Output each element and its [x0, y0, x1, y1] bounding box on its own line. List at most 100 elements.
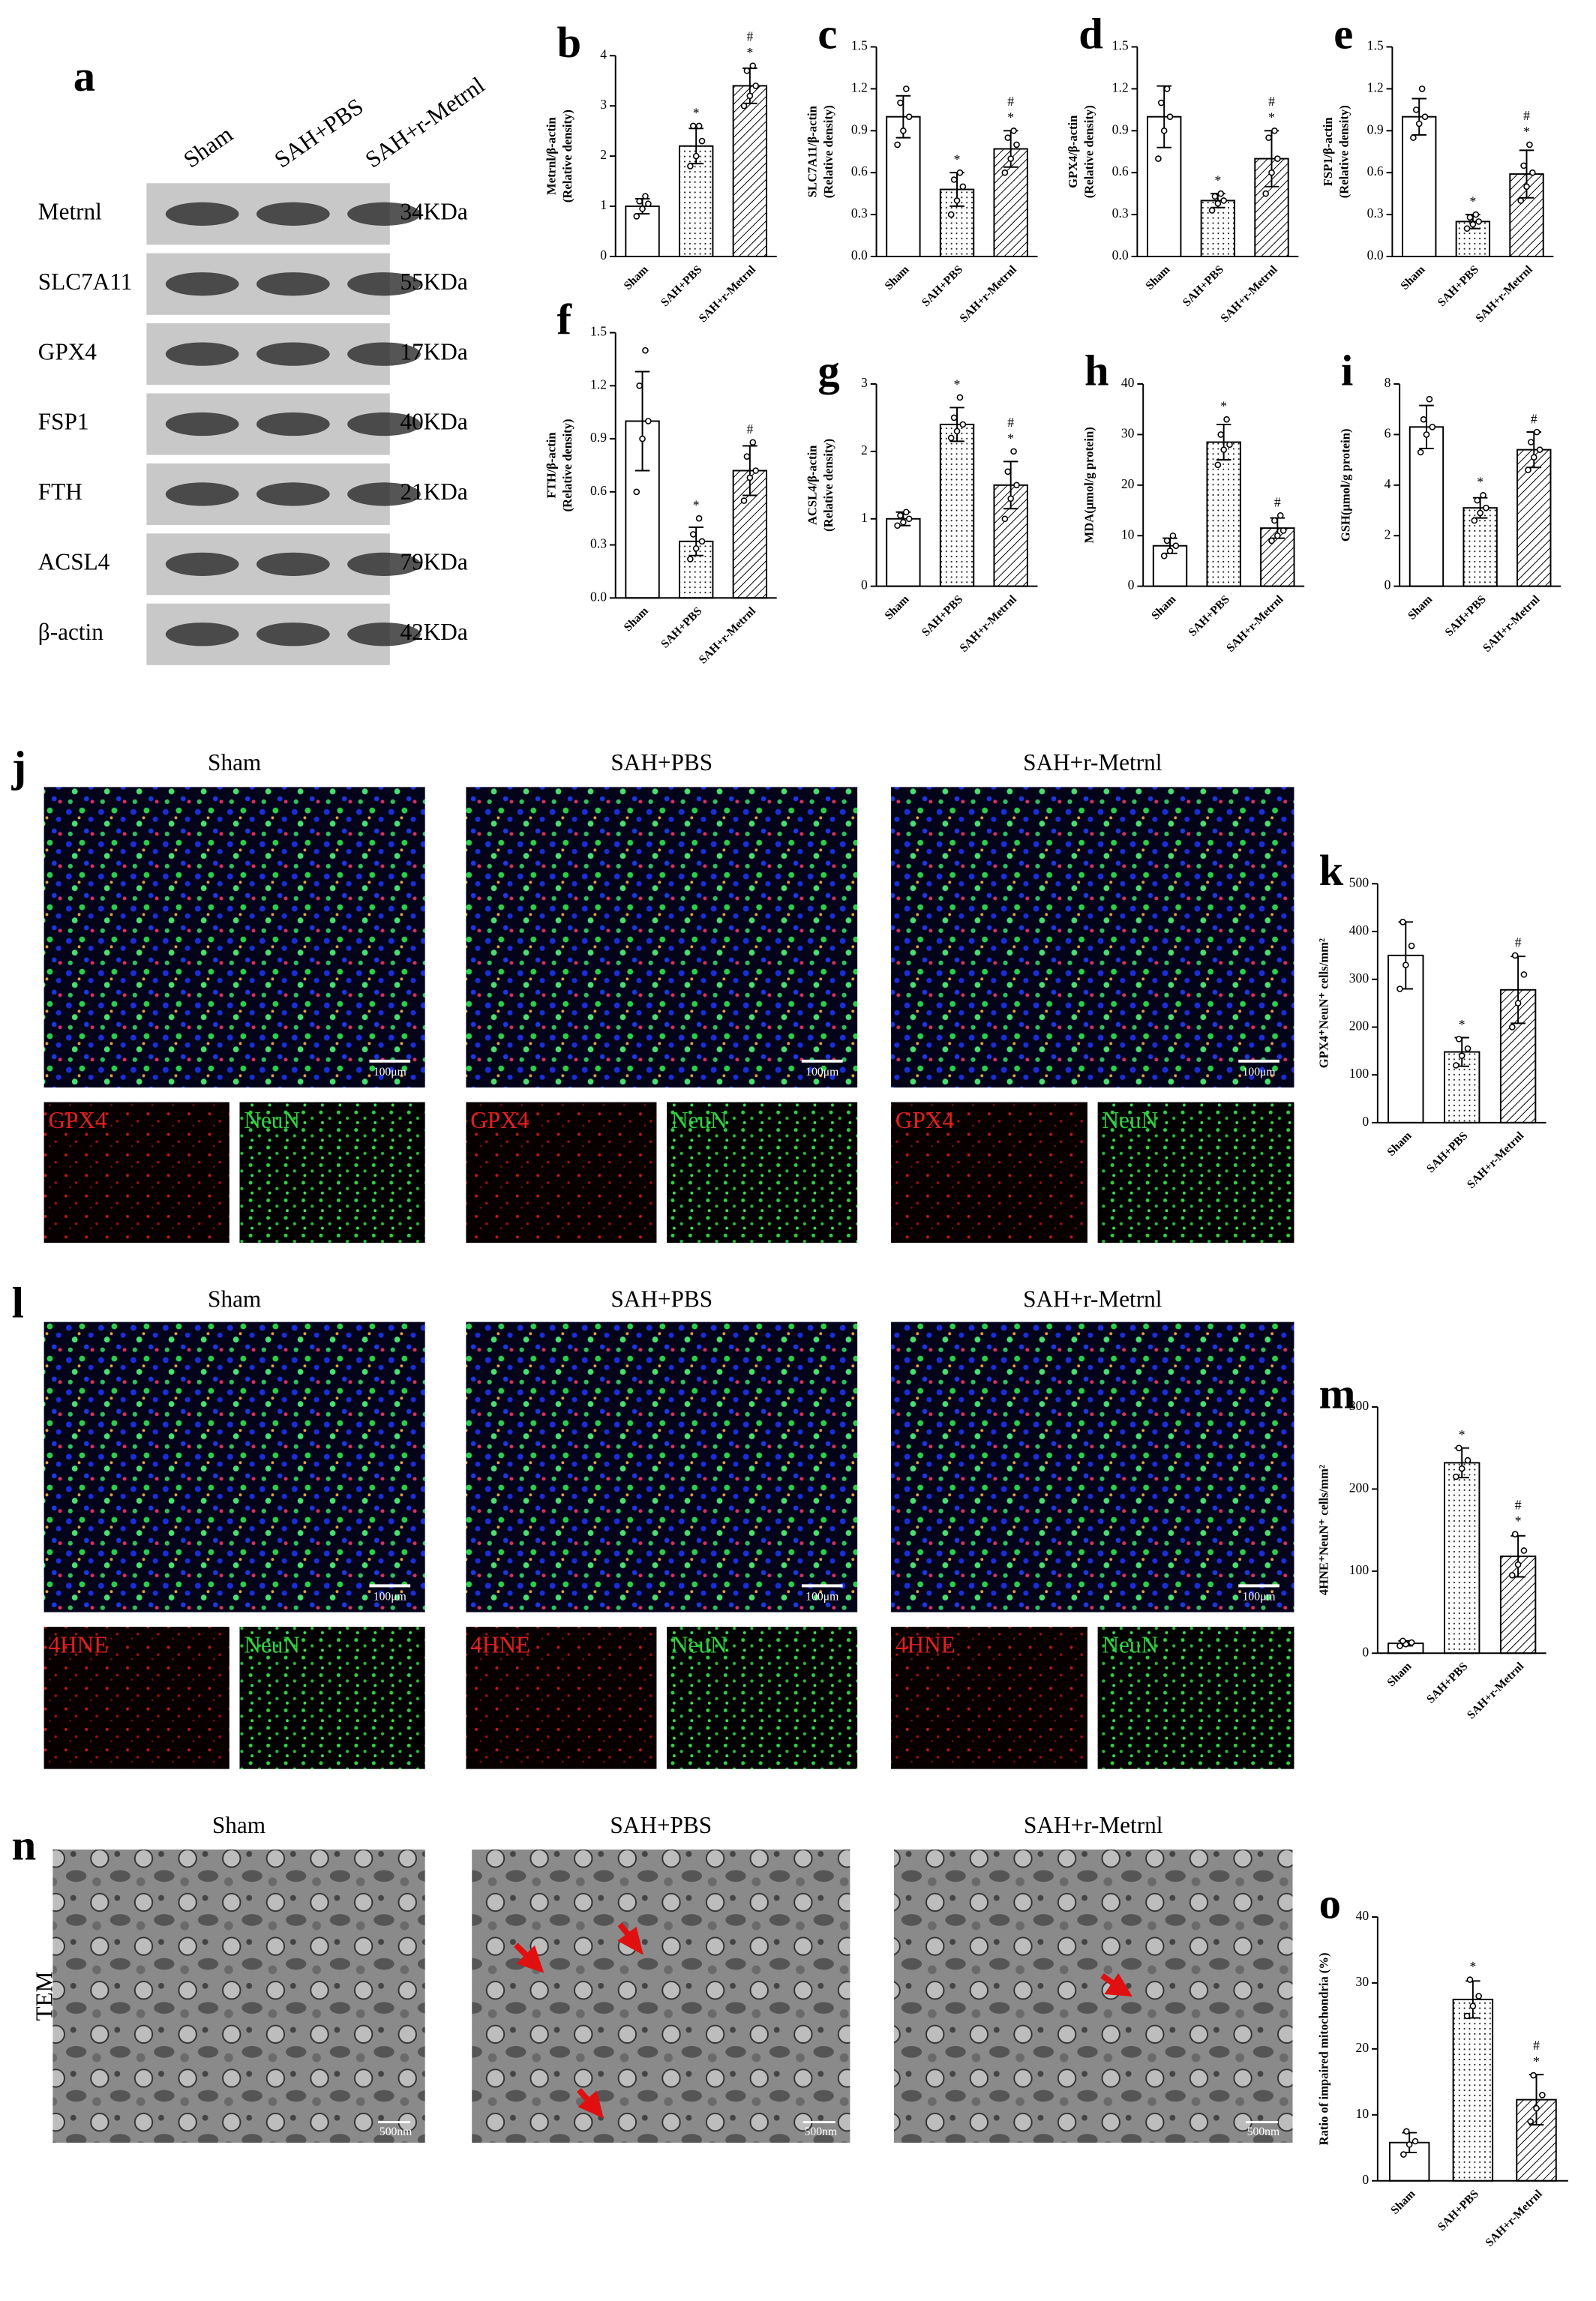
y-tick-label: 1.2: [590, 376, 607, 392]
bar: [886, 518, 921, 587]
data-point: [1528, 439, 1534, 446]
channel-label: NeuN: [244, 1632, 300, 1658]
x-tick-label: SAH+r-Metrnl: [1218, 262, 1280, 325]
data-point: [956, 394, 964, 401]
y-tick-label: 2: [600, 147, 607, 162]
y-tick-label: 200: [1349, 1480, 1370, 1495]
y-tick-label: 1.5: [851, 38, 868, 53]
data-point: [1525, 466, 1532, 473]
x-tick-label: Sham: [1406, 593, 1435, 622]
data-point: [1013, 141, 1020, 148]
data-point: [1533, 2104, 1540, 2112]
data-point: [905, 113, 913, 120]
data-point: [1523, 183, 1530, 190]
data-point: [1400, 1637, 1406, 1645]
blot-band: [256, 412, 330, 436]
channel-image: [1097, 1627, 1294, 1769]
channel-image: [44, 1102, 230, 1244]
scale-label: 100μm: [806, 1066, 838, 1078]
data-point: [1208, 207, 1216, 214]
data-point: [749, 62, 757, 69]
panel-letter: j: [11, 742, 27, 790]
data-point: [953, 428, 961, 435]
data-point: [633, 213, 640, 220]
panel-letter: o: [1319, 1880, 1341, 1928]
data-point: [1402, 2128, 1410, 2135]
data-point: [1520, 162, 1527, 170]
significance-mark: *: [1523, 124, 1530, 139]
blot-row-label: Metrnl: [38, 198, 102, 224]
scale-label: 100μm: [1243, 1066, 1276, 1078]
data-point: [698, 137, 706, 145]
channel-image: [466, 1627, 657, 1769]
blot-band: [347, 622, 421, 646]
x-tick-label: Sham: [1149, 593, 1178, 622]
y-tick-label: 0: [861, 578, 868, 592]
channel-image: [891, 1627, 1088, 1769]
data-point: [1539, 2092, 1546, 2098]
data-point: [639, 435, 646, 442]
bar: [886, 116, 921, 257]
channel-image: [466, 1102, 657, 1244]
data-point: [1412, 106, 1420, 113]
data-point: [1271, 517, 1278, 524]
y-tick-label: 4: [1384, 476, 1391, 491]
y-tick-label: 0.6: [851, 164, 868, 178]
y-axis-label: Metrnl/β-actin: [544, 117, 559, 195]
y-tick-label: 300: [1349, 1398, 1370, 1413]
y-tick-label: 1.5: [1367, 38, 1384, 53]
data-point: [1453, 1062, 1460, 1069]
y-axis-label: Ratio of impaired mitochondria (%): [1316, 1952, 1330, 2145]
data-point: [636, 198, 643, 205]
data-point: [1471, 517, 1478, 524]
panel-letter: n: [12, 1821, 37, 1870]
channel-label: NeuN: [671, 1632, 728, 1658]
data-point: [1396, 1642, 1403, 1649]
y-tick-label: 0.0: [851, 248, 868, 262]
significance-mark: *: [1007, 110, 1014, 125]
data-point: [1010, 448, 1017, 455]
data-point: [695, 122, 703, 130]
y-axis-label: (Relative density): [560, 110, 574, 202]
data-point: [749, 439, 757, 446]
blot-band: [347, 342, 421, 366]
blot-size: 79KDa: [400, 549, 467, 575]
y-tick-label: 30: [1356, 1974, 1370, 1989]
x-tick-label: Sham: [1398, 263, 1427, 292]
data-point: [1155, 155, 1162, 162]
data-point: [1396, 986, 1403, 992]
data-point: [1166, 548, 1174, 554]
error-bar: [634, 370, 650, 472]
y-axis-label: GPX4⁺NeuN⁺ cells/mm²: [1316, 938, 1330, 1068]
image-title: SAH+PBS: [610, 1286, 712, 1312]
blot-band: [256, 482, 330, 506]
x-tick-label: SAH+PBS: [658, 604, 705, 651]
channel-image: [667, 1627, 858, 1769]
y-tick-label: 0.9: [1112, 122, 1129, 136]
y-tick-label: 1.5: [1112, 38, 1129, 53]
panel-letter: a: [74, 52, 95, 100]
image-title: Sham: [208, 1286, 261, 1312]
y-tick-label: 1: [861, 510, 868, 525]
data-point: [1160, 128, 1168, 134]
significance-mark: *: [1268, 110, 1275, 125]
y-tick-label: 10: [1356, 2106, 1370, 2121]
significance-mark: *: [746, 45, 753, 60]
data-point: [953, 197, 961, 204]
y-tick-label: 20: [1121, 476, 1135, 491]
data-point: [645, 200, 652, 207]
blot-band: [347, 552, 421, 576]
panel-letter: l: [12, 1279, 24, 1328]
y-tick-label: 0.6: [590, 483, 607, 498]
data-point: [902, 508, 910, 516]
data-point: [1007, 495, 1014, 502]
channel-label: NeuN: [244, 1107, 300, 1133]
x-tick-label: Sham: [1384, 1660, 1414, 1689]
scale-label: 100μm: [806, 1591, 838, 1604]
x-tick-label: SAH+r-Metrnl: [697, 262, 759, 325]
bar: [1402, 116, 1437, 257]
data-point: [1472, 211, 1480, 218]
data-point: [687, 163, 694, 170]
data-point: [1453, 1473, 1460, 1480]
data-point: [1520, 971, 1528, 978]
